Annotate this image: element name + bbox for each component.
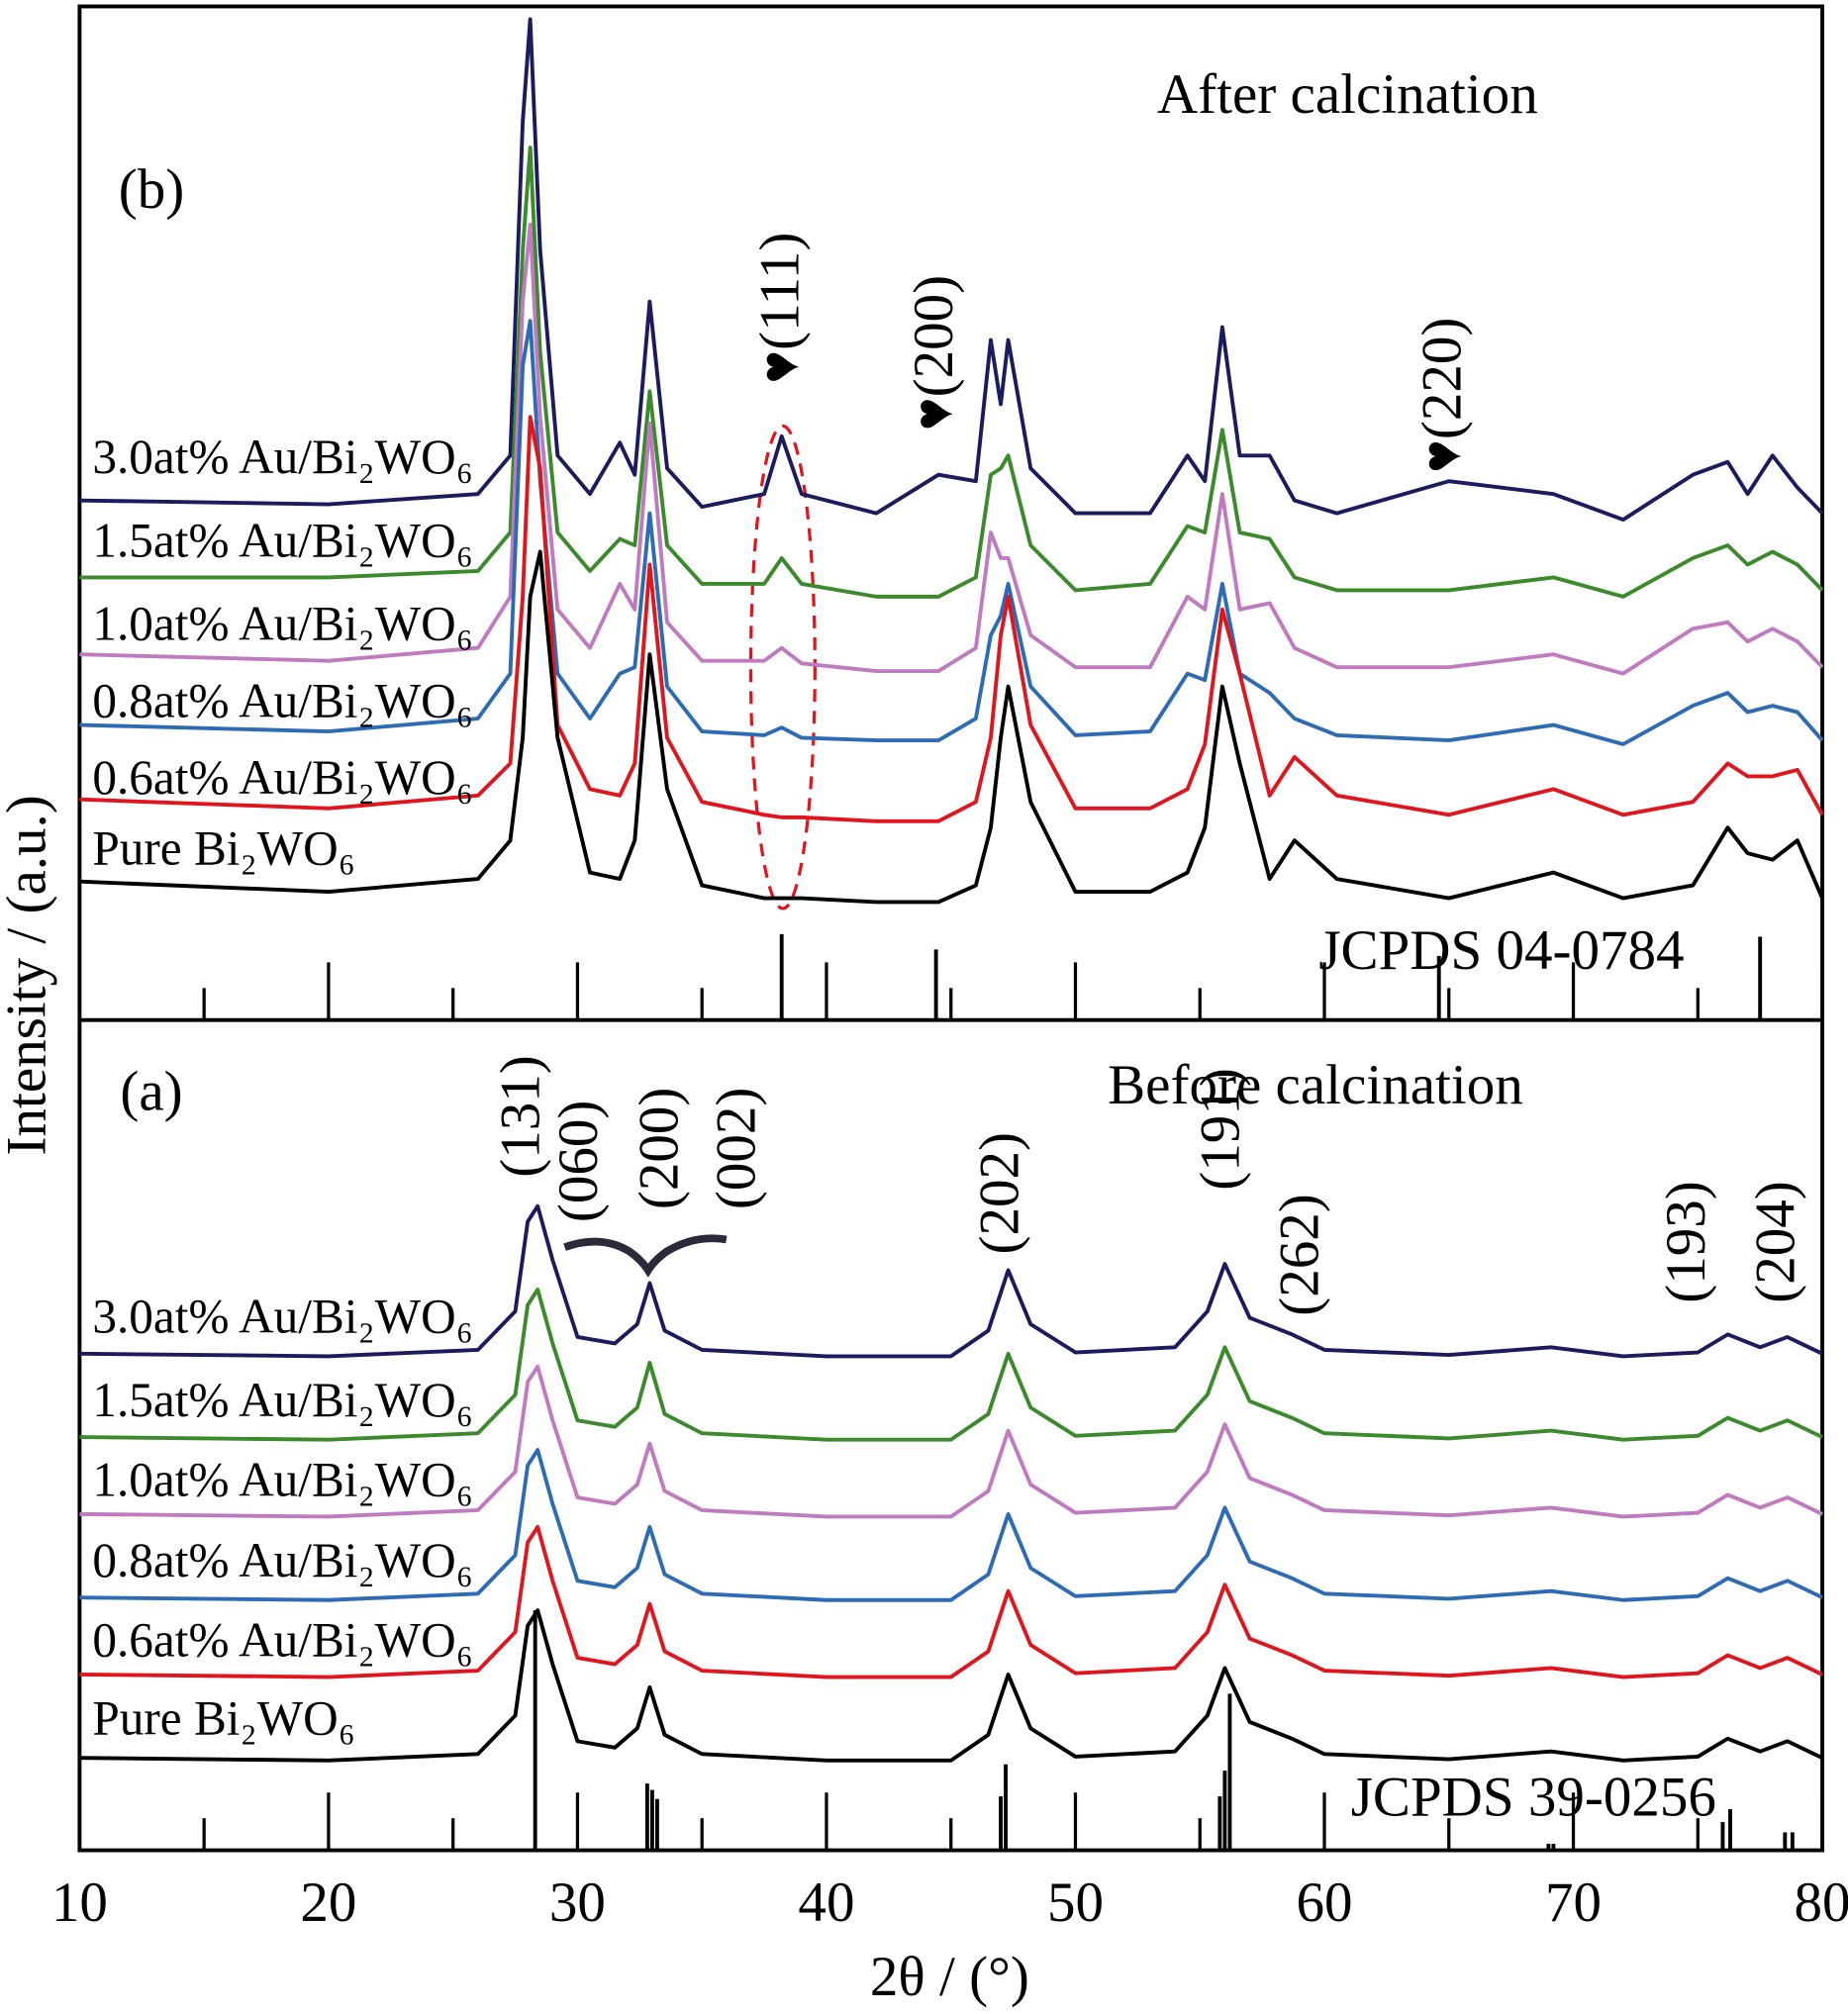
annotation: (204)	[1745, 1181, 1807, 1303]
annotation: (262)	[1269, 1194, 1331, 1316]
xrd-curve	[79, 415, 1824, 823]
x-tick-label: 10	[51, 1871, 108, 1934]
annotation: ♥(200)	[903, 275, 965, 431]
reference-label: JCPDS 04-0784	[1318, 919, 1684, 982]
xrd-curve	[79, 222, 1824, 676]
legend-label: Pure Bi₂WO₆	[92, 1691, 355, 1746]
legend-label: 0.8at% Au/Bi₂WO₆	[92, 1533, 473, 1587]
x-tick-label: 20	[300, 1871, 356, 1934]
legend-label: 0.6at% Au/Bi₂WO₆	[92, 750, 473, 805]
x-tick-label: 80	[1795, 1871, 1848, 1934]
reference-label: JCPDS 39-0256	[1351, 1767, 1716, 1829]
xrd-curve	[79, 1203, 1823, 1359]
annotation: Before calcination	[1108, 1054, 1523, 1116]
legend-label: 1.5at% Au/Bi₂WO₆	[92, 513, 473, 567]
x-tick-label: 70	[1545, 1871, 1602, 1934]
x-axis-label: 2θ / (°)	[870, 1946, 1029, 2008]
annotation: (131)	[490, 1055, 552, 1178]
xrd-curve	[79, 1608, 1823, 1763]
legend-label: 3.0at% Au/Bi₂WO₆	[92, 430, 473, 484]
x-tick-label: 50	[1047, 1871, 1104, 1934]
annotation: ♥(111)	[749, 233, 812, 384]
annotation: (060)	[547, 1101, 610, 1223]
annotation: (191)	[1189, 1068, 1251, 1191]
annotation: (b)	[119, 158, 185, 221]
annotation: (200)	[629, 1088, 691, 1210]
highlight-ellipse	[748, 424, 817, 911]
legend-label: 0.8at% Au/Bi₂WO₆	[92, 673, 473, 727]
annotation: After calcination	[1157, 63, 1538, 126]
legend-label: 0.6at% Au/Bi₂WO₆	[92, 1612, 473, 1667]
legend-label: Pure Bi₂WO₆	[92, 820, 355, 875]
x-tick-label: 40	[798, 1871, 854, 1934]
legend-label: 1.0at% Au/Bi₂WO₆	[92, 597, 473, 651]
brace	[563, 1234, 728, 1278]
x-tick-label: 30	[549, 1871, 606, 1934]
xrd-curve	[79, 1448, 1823, 1602]
xrd-curve	[79, 319, 1824, 746]
annotation: (202)	[968, 1132, 1030, 1255]
xrd-curve	[79, 17, 1824, 523]
annotation: (193)	[1655, 1181, 1717, 1303]
annotation: ♥(220)	[1411, 318, 1474, 473]
xrd-curve	[79, 145, 1824, 599]
legend-label: 3.0at% Au/Bi₂WO₆	[92, 1290, 473, 1344]
xrd-curve	[79, 549, 1824, 905]
xrd-curve	[79, 1288, 1823, 1442]
legend-label: 1.5at% Au/Bi₂WO₆	[92, 1373, 473, 1427]
annotation: (002)	[705, 1088, 767, 1210]
xrd-curve	[79, 1364, 1823, 1519]
legend-label: 1.0at% Au/Bi₂WO₆	[92, 1452, 473, 1506]
y-axis-label: Intensity / (a.u.)	[0, 795, 58, 1155]
annotation: (a)	[120, 1061, 182, 1123]
x-tick-label: 60	[1296, 1871, 1352, 1934]
xrd-curve	[79, 1524, 1823, 1679]
